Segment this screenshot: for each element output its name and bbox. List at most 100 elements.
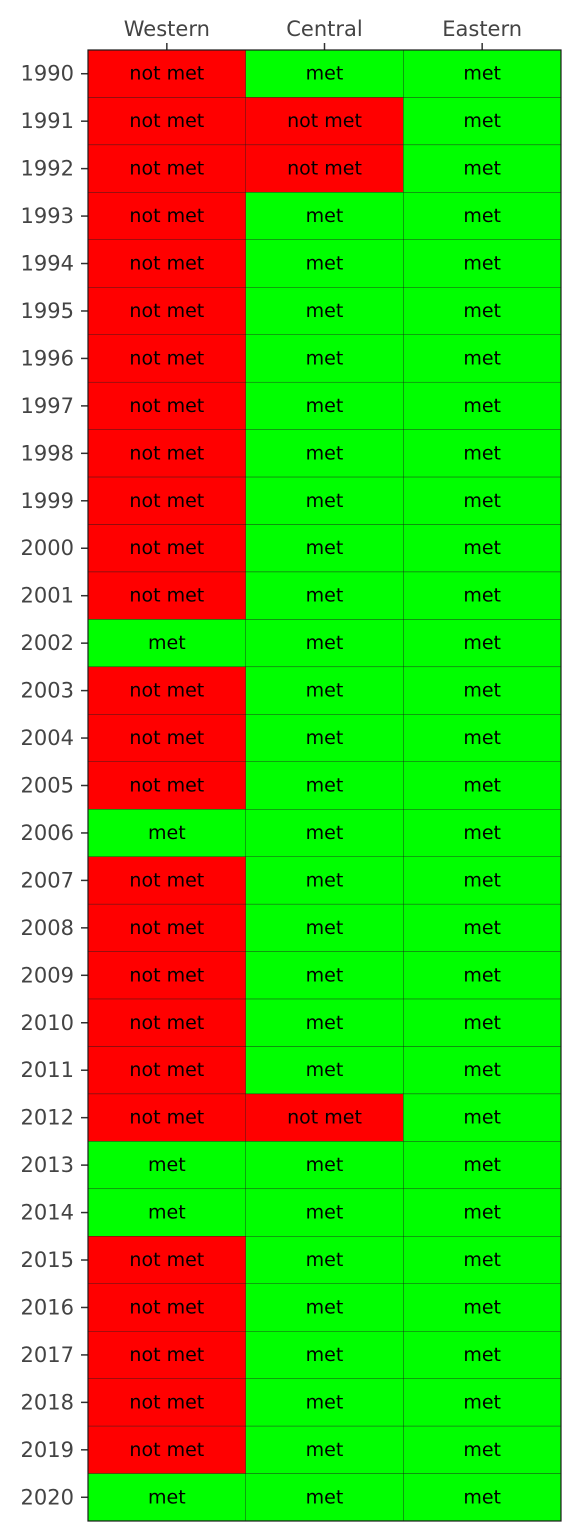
cell-label-central-2016: met	[306, 1296, 344, 1318]
cell-western-2020	[87, 1473, 246, 1522]
cell-western-2015	[87, 1236, 246, 1284]
cell-label-western-1991: not met	[129, 110, 204, 132]
cell-central-2008	[245, 903, 404, 952]
cell-western-2008	[87, 903, 246, 952]
cell-central-2007	[245, 856, 404, 905]
cell-central-1999	[245, 476, 404, 525]
cell-label-central-2013: met	[306, 1154, 344, 1176]
cell-label-central-2019: met	[306, 1439, 344, 1461]
cell-central-1996	[245, 334, 404, 383]
cell-western-1991	[87, 97, 246, 146]
cell-label-central-1990: met	[306, 63, 344, 85]
cell-label-western-2004: not met	[129, 727, 204, 749]
cell-label-central-2004: met	[306, 727, 344, 749]
row-label-2010: 2010	[21, 1011, 74, 1035]
cell-label-western-1999: not met	[129, 490, 204, 512]
cell-western-1990	[87, 49, 246, 98]
cell-eastern-1994	[403, 239, 562, 288]
cell-label-eastern-2000: met	[463, 537, 501, 559]
cell-eastern-2020	[403, 1473, 562, 1522]
cell-western-2000	[87, 524, 246, 573]
cell-label-western-1996: not met	[129, 347, 204, 369]
row-label-2014: 2014	[21, 1201, 74, 1225]
cell-label-central-1991: not met	[287, 110, 362, 132]
cell-label-central-2017: met	[306, 1344, 344, 1366]
cell-label-central-1998: met	[306, 442, 344, 464]
cell-label-western-1997: not met	[129, 395, 204, 417]
cell-label-central-2007: met	[306, 869, 344, 891]
cell-eastern-1993	[403, 192, 562, 240]
cell-label-central-2000: met	[306, 537, 344, 559]
column-labels: Western Central Eastern	[124, 17, 522, 50]
row-label-1994: 1994	[21, 252, 74, 276]
row-label-1998: 1998	[21, 441, 74, 465]
cell-central-1997	[245, 381, 404, 430]
cell-label-western-2003: not met	[129, 680, 204, 702]
cell-label-central-1996: met	[306, 347, 344, 369]
cell-western-2010	[87, 998, 246, 1047]
heatmap-cells: not met met met not met not met met not met not…	[87, 49, 562, 1522]
row-label-2018: 2018	[21, 1390, 74, 1414]
cell-western-1993	[87, 192, 246, 240]
row-label-2009: 2009	[21, 963, 74, 987]
cell-label-eastern-1995: met	[463, 300, 501, 322]
cell-central-2012	[245, 1093, 404, 1142]
row-label-1996: 1996	[21, 346, 74, 370]
cell-central-2015	[245, 1236, 404, 1284]
cell-label-eastern-1994: met	[463, 253, 501, 275]
cell-western-2005	[87, 761, 246, 810]
cell-label-central-2009: met	[306, 964, 344, 986]
cell-label-eastern-2011: met	[463, 1059, 501, 1081]
cell-label-central-2014: met	[306, 1202, 344, 1224]
cell-central-2001	[245, 571, 404, 620]
cell-label-eastern-2008: met	[463, 917, 501, 939]
cell-eastern-2013	[403, 1141, 562, 1190]
cell-eastern-2006	[403, 809, 562, 857]
cell-eastern-2017	[403, 1331, 562, 1379]
cell-label-western-2002: met	[148, 632, 186, 654]
cell-eastern-2001	[403, 571, 562, 620]
cell-label-western-2006: met	[148, 822, 186, 844]
cell-central-2002	[245, 619, 404, 668]
row-label-2015: 2015	[21, 1248, 74, 1272]
row-label-2004: 2004	[21, 726, 74, 750]
cell-western-2006	[87, 809, 246, 857]
cell-label-eastern-1993: met	[463, 205, 501, 227]
cell-label-eastern-1998: met	[463, 442, 501, 464]
cell-western-2014	[87, 1188, 246, 1237]
cell-label-central-1999: met	[306, 490, 344, 512]
cell-eastern-2002	[403, 619, 562, 668]
cell-western-1997	[87, 381, 246, 430]
cell-label-western-2000: not met	[129, 537, 204, 559]
cell-western-2003	[87, 666, 246, 715]
cell-western-2017	[87, 1331, 246, 1379]
cell-label-central-1992: not met	[287, 158, 362, 180]
cell-label-western-2012: not met	[129, 1107, 204, 1129]
cell-label-central-2008: met	[306, 917, 344, 939]
cell-eastern-1998	[403, 429, 562, 478]
cell-western-1994	[87, 239, 246, 288]
cell-label-central-2003: met	[306, 680, 344, 702]
cell-eastern-2003	[403, 666, 562, 715]
cell-label-western-1992: not met	[129, 158, 204, 180]
row-label-2003: 2003	[21, 679, 74, 703]
cell-label-western-2007: not met	[129, 869, 204, 891]
row-label-2002: 2002	[21, 631, 74, 655]
cell-eastern-2012	[403, 1093, 562, 1142]
col-label-central: Central	[286, 17, 362, 41]
cell-label-western-2016: not met	[129, 1296, 204, 1318]
cell-label-eastern-2017: met	[463, 1344, 501, 1366]
cell-western-2018	[87, 1378, 246, 1427]
cell-central-2020	[245, 1473, 404, 1522]
cell-western-2019	[87, 1425, 246, 1474]
cell-label-central-2015: met	[306, 1249, 344, 1271]
cell-central-2009	[245, 951, 404, 1000]
cell-label-western-2013: met	[148, 1154, 186, 1176]
row-label-1995: 1995	[21, 299, 74, 323]
cell-eastern-2014	[403, 1188, 562, 1237]
cell-western-2013	[87, 1141, 246, 1190]
cell-label-eastern-2004: met	[463, 727, 501, 749]
row-label-1993: 1993	[21, 204, 74, 228]
cell-western-1992	[87, 144, 246, 193]
